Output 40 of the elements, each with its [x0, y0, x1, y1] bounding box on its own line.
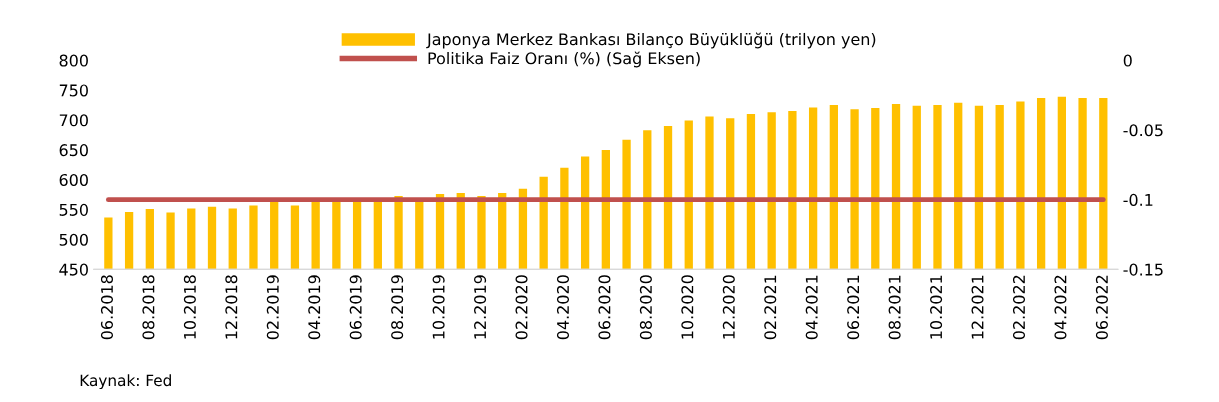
- y2-tick-label: -0.1: [1123, 193, 1153, 206]
- x-tick-label: 04.2020: [556, 275, 570, 340]
- x-tick-label: 04.2021: [805, 275, 818, 340]
- legend-label: Politika Faiz Oranı (%) (Sağ Eksen): [428, 51, 700, 68]
- y-tick-label: 800: [59, 54, 88, 67]
- x-tick-label: 06.2021: [847, 275, 860, 340]
- y2-tick-label: -0.15: [1123, 263, 1163, 276]
- x-tick-label: 12.2018: [225, 275, 238, 339]
- x-tick-label: 08.2019: [391, 275, 404, 340]
- x-tick-label: 10.2018: [183, 275, 196, 339]
- x-tick-label: 02.2022: [1012, 275, 1026, 340]
- y-tick-label: 600: [59, 173, 88, 187]
- x-tick-label: 10.2020: [681, 275, 694, 339]
- x-tick-label: 08.2021: [888, 275, 901, 340]
- x-tick-label: 04.2022: [1054, 275, 1067, 340]
- x-tick-label: 02.2019: [266, 275, 279, 340]
- x-tick-label: 02.2021: [764, 275, 777, 340]
- y-tick-label: 500: [59, 233, 88, 246]
- x-tick-label: 12.2021: [971, 275, 984, 339]
- y-tick-label: 650: [59, 144, 88, 157]
- y-tick-label: 700: [59, 114, 88, 127]
- y2-tick-label: 0: [1123, 54, 1132, 67]
- y-tick-label: 450: [59, 263, 88, 276]
- x-tick-label: 12.2019: [474, 275, 487, 339]
- y-tick-label: 550: [59, 203, 88, 216]
- x-tick-label: 10.2019: [432, 275, 445, 339]
- x-tick-label: 08.2020: [639, 275, 652, 340]
- x-tick-label: 04.2019: [308, 275, 321, 340]
- x-tick-label: 06.2020: [598, 275, 611, 340]
- legend-label: Japonya Merkez Bankası Bilanço Büyüklüğü (trilyon yen): [426, 32, 876, 49]
- y-tick-label: 750: [59, 84, 88, 97]
- x-tick-label: 06.2022: [1095, 275, 1108, 340]
- x-tick-label: 06.2019: [349, 275, 362, 340]
- x-tick-label: 12.2020: [722, 275, 735, 339]
- x-tick-label: 10.2021: [930, 275, 943, 339]
- y2-tick-label: -0.05: [1123, 124, 1163, 137]
- x-tick-label: 06.2018: [100, 275, 114, 340]
- text: Kaynak: Fed: [80, 374, 171, 390]
- x-tick-label: 02.2020: [515, 275, 528, 340]
- x-tick-label: 08.2018: [142, 275, 155, 340]
